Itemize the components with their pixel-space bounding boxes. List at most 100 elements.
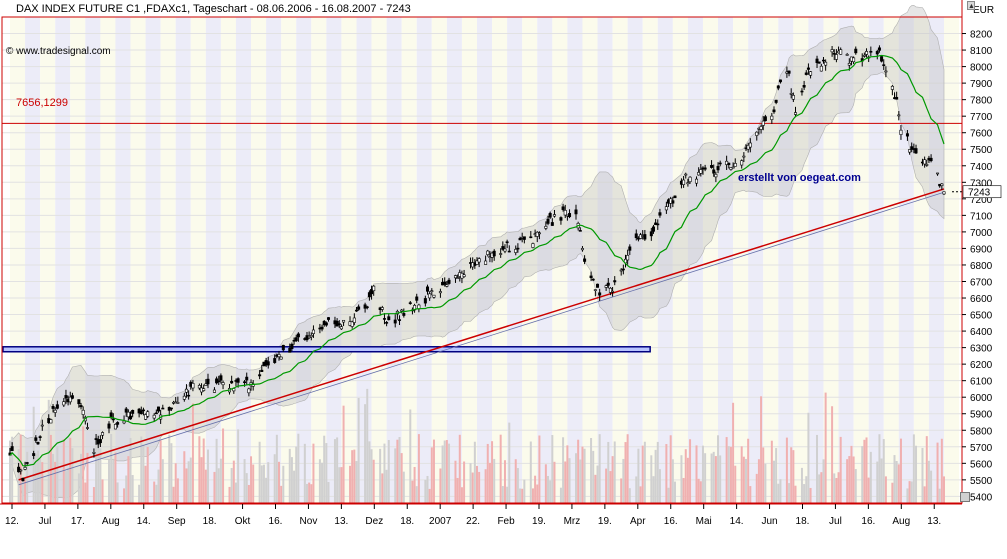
- volume-bar: [202, 438, 205, 503]
- candle-body: [428, 293, 432, 299]
- candle-body: [847, 62, 851, 66]
- candle-body: [19, 469, 23, 472]
- volume-bar: [310, 484, 313, 503]
- week-band: [386, 17, 402, 503]
- scroll-up-arrow-icon[interactable]: ▲: [967, 1, 975, 10]
- week-band: [838, 17, 854, 503]
- volume-bar: [372, 459, 375, 503]
- volume-bar: [673, 481, 676, 503]
- candle-body: [897, 114, 901, 117]
- volume-bar: [906, 488, 909, 503]
- volume-bar: [925, 436, 928, 503]
- candle-body: [430, 290, 434, 292]
- volume-bar: [86, 452, 89, 503]
- price-tick-label: 5500: [970, 476, 993, 487]
- candle-body: [802, 84, 806, 88]
- price-tick-label: 7200: [970, 195, 993, 206]
- candle-body: [804, 72, 808, 75]
- candle-body: [718, 162, 722, 165]
- volume-bar: [471, 472, 474, 503]
- price-tick-label: 6700: [970, 277, 993, 288]
- candle-body: [81, 409, 85, 415]
- support-zone: [2, 346, 651, 353]
- candle-body: [122, 420, 126, 424]
- candle-body: [910, 146, 914, 150]
- volume-bar: [476, 465, 478, 503]
- volume-bar: [219, 458, 222, 503]
- price-tick-label: 7800: [970, 96, 993, 107]
- volume-bar: [667, 487, 670, 503]
- candle-body: [372, 285, 376, 292]
- price-tick-label: 7300: [970, 178, 993, 189]
- volume-bar: [501, 486, 504, 503]
- time-tick-label: Nov: [300, 516, 318, 527]
- candle-body: [684, 173, 688, 176]
- volume-bar: [161, 459, 164, 503]
- volume-bar: [101, 479, 104, 503]
- volume-bar: [605, 468, 608, 503]
- volume-bar: [458, 434, 461, 503]
- volume-bar: [581, 446, 584, 503]
- candle-body: [574, 209, 578, 215]
- price-tick-label: 7700: [970, 112, 993, 123]
- candle-body: [40, 424, 44, 427]
- volume-bar: [424, 479, 427, 503]
- time-tick-label: 16.: [664, 516, 678, 527]
- candle-body: [486, 250, 490, 255]
- week-band: [477, 17, 493, 503]
- candle-body: [423, 298, 427, 304]
- candle-body: [643, 234, 647, 240]
- week-band: [778, 17, 794, 503]
- last-price-box: [962, 185, 1002, 199]
- volume-bar: [383, 443, 386, 503]
- candle-body: [809, 71, 813, 76]
- volume-bar: [349, 465, 352, 503]
- candle-body: [651, 226, 655, 232]
- volume-bar: [432, 439, 435, 503]
- volume-bar: [622, 458, 625, 503]
- volume-bar: [116, 482, 119, 503]
- week-band: [281, 17, 297, 503]
- candle-body: [202, 388, 206, 391]
- volume-bar: [142, 444, 145, 503]
- trendline: [18, 188, 945, 481]
- volume-bar: [770, 440, 773, 503]
- candle-body: [514, 248, 518, 253]
- volume-bar: [727, 446, 730, 503]
- volume-bar: [484, 469, 487, 503]
- candle-body: [936, 172, 940, 175]
- volume-bar: [762, 447, 765, 503]
- resize-grip-icon[interactable]: [960, 492, 970, 502]
- volume-bar: [295, 446, 298, 503]
- time-tick-label: 2007: [429, 516, 452, 527]
- candle-body: [161, 407, 165, 410]
- candle-body: [628, 246, 632, 251]
- candle-body: [761, 120, 765, 126]
- candle-body: [477, 258, 481, 263]
- volume-bar: [878, 434, 881, 503]
- price-tick-label: 8000: [970, 63, 993, 74]
- candle-body: [131, 410, 135, 414]
- candle-body: [686, 182, 690, 185]
- volume-bar: [366, 388, 369, 503]
- candle-body: [337, 323, 341, 326]
- volume-bar: [682, 477, 685, 503]
- volume-bar: [131, 475, 134, 503]
- candle-body: [499, 253, 503, 255]
- price-tick-label: 6300: [970, 344, 993, 355]
- candle-body: [217, 380, 221, 383]
- volume-bar: [157, 469, 160, 503]
- volume-bar: [379, 448, 382, 503]
- candle-body: [507, 250, 511, 253]
- volume-bar: [370, 449, 373, 503]
- volume-bar: [714, 456, 717, 503]
- volume-bar: [185, 468, 188, 503]
- volume-bar: [323, 435, 326, 503]
- candle-body: [111, 418, 115, 421]
- volume-bar: [824, 392, 827, 503]
- candle-body: [899, 129, 903, 135]
- volume-bar: [697, 478, 700, 503]
- time-tick-label: 19.: [532, 516, 546, 527]
- volume-bar: [523, 479, 526, 503]
